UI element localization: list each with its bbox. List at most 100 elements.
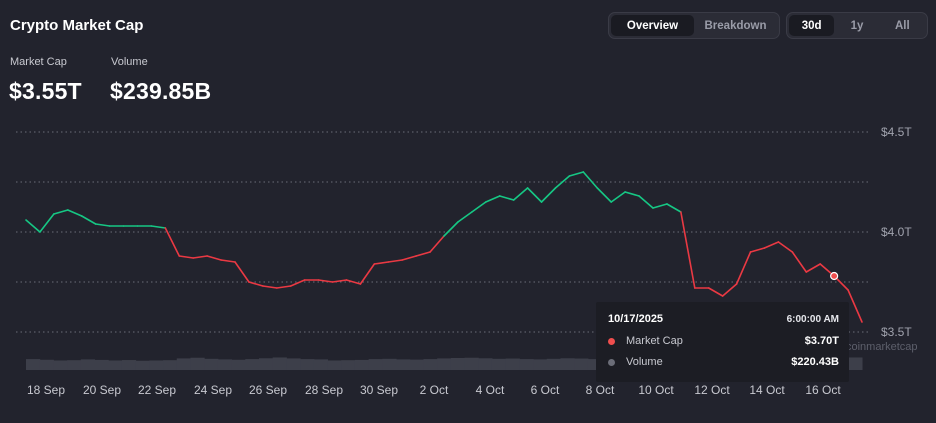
volume-bar	[848, 357, 863, 370]
x-tick-label: 22 Sep	[138, 383, 176, 397]
price-segment	[805, 263, 822, 273]
price-segment	[512, 187, 529, 201]
volume-bar	[272, 357, 287, 370]
volume-bar	[204, 358, 219, 370]
volume-bar	[396, 359, 411, 370]
price-segment	[707, 287, 724, 297]
volume-bar	[491, 358, 507, 370]
price-segment	[206, 255, 222, 261]
price-segment	[25, 219, 41, 233]
x-tick-label: 10 Oct	[638, 383, 674, 397]
x-tick-label: 24 Sep	[194, 383, 232, 397]
volume-bar	[300, 359, 315, 370]
price-segment	[387, 259, 404, 263]
price-segment	[289, 279, 306, 287]
y-tick-label: $4.5T	[881, 125, 912, 139]
volume-bar	[149, 360, 164, 370]
price-segment	[763, 241, 780, 249]
tab-breakdown[interactable]: Breakdown	[704, 19, 767, 32]
chart-tooltip: 10/17/2025 6:00:00 AM Market Cap $3.70T …	[596, 302, 849, 382]
price-segment	[457, 211, 473, 223]
y-tick-label: $3.5T	[881, 325, 912, 339]
price-segment	[401, 255, 417, 261]
price-segment	[526, 187, 543, 203]
x-tick-label: 14 Oct	[749, 383, 785, 397]
x-tick-label: 2 Oct	[420, 383, 449, 397]
volume-bar	[368, 359, 383, 370]
price-segment	[666, 203, 682, 213]
price-segment	[735, 251, 752, 285]
price-segment	[67, 209, 83, 217]
x-tick-label: 4 Oct	[476, 383, 505, 397]
hover-point	[830, 271, 839, 281]
x-tick-label: 30 Sep	[360, 383, 398, 397]
volume-bar	[327, 360, 342, 370]
price-segment	[262, 285, 278, 289]
volume-bar	[163, 360, 178, 370]
volume-label: Volume	[111, 56, 148, 68]
price-segment	[777, 241, 794, 253]
price-segment	[234, 261, 250, 283]
price-segment	[847, 289, 863, 323]
price-segment	[596, 187, 613, 203]
price-segment	[471, 201, 487, 213]
price-segment	[317, 279, 334, 283]
volume-bar	[176, 358, 191, 370]
price-segment	[498, 195, 515, 201]
volume-bar	[26, 359, 41, 370]
price-segment	[248, 281, 264, 287]
volume-bar	[533, 359, 548, 370]
volume-bar	[450, 358, 466, 370]
volume-bar	[190, 357, 205, 370]
price-segment	[373, 261, 390, 265]
market-cap-label: Market Cap	[10, 56, 67, 68]
volume-bar	[231, 359, 246, 370]
volume-bar	[135, 360, 150, 370]
volume-bar	[245, 359, 260, 370]
volume-bar	[464, 357, 479, 370]
price-segment	[94, 223, 111, 227]
price-segment	[443, 221, 459, 237]
price-segment	[220, 259, 236, 263]
x-tick-label: 28 Sep	[305, 383, 343, 397]
volume-bar	[546, 358, 561, 370]
tooltip-date: 10/17/2025	[608, 313, 664, 325]
x-tick-label: 18 Sep	[27, 383, 65, 397]
range-1y-button[interactable]: 1y	[850, 19, 864, 32]
volume-bar	[382, 358, 397, 370]
volume-bar	[53, 360, 68, 370]
price-segment	[610, 191, 626, 203]
volume-bar	[80, 359, 96, 370]
price-segment	[652, 203, 668, 209]
tooltip-value: $220.43B	[791, 356, 839, 368]
volume-bar	[505, 358, 520, 370]
tooltip-row-market-cap: Market Cap $3.70T	[608, 335, 839, 349]
market-cap-value: $3.55T	[9, 78, 82, 104]
tooltip-label: Volume	[626, 356, 663, 368]
range-toggle: 30d 1y All	[786, 12, 928, 39]
volume-bar	[121, 360, 137, 370]
tooltip-row-volume: Volume $220.43B	[608, 356, 839, 370]
volume-bar	[519, 359, 534, 370]
tooltip-label: Market Cap	[626, 335, 683, 347]
volume-bar	[437, 358, 452, 370]
volume-bar	[217, 359, 233, 370]
price-segment	[192, 255, 208, 259]
range-30d-button[interactable]: 30d	[789, 15, 835, 36]
range-all-button[interactable]: All	[894, 19, 910, 32]
price-segment	[582, 171, 599, 189]
volume-bar	[587, 359, 603, 370]
x-tick-label: 26 Sep	[249, 383, 287, 397]
price-segment	[415, 251, 431, 257]
tab-overview[interactable]: Overview	[611, 15, 694, 36]
price-segment	[568, 171, 585, 177]
volume-bar	[108, 360, 123, 370]
volume-dot-icon	[608, 359, 615, 366]
price-segment	[554, 175, 571, 189]
price-segment	[749, 247, 766, 253]
x-tick-label: 16 Oct	[805, 383, 841, 397]
x-tick-label: 6 Oct	[531, 383, 560, 397]
price-segment	[791, 251, 808, 273]
page-title: Crypto Market Cap	[10, 17, 144, 34]
